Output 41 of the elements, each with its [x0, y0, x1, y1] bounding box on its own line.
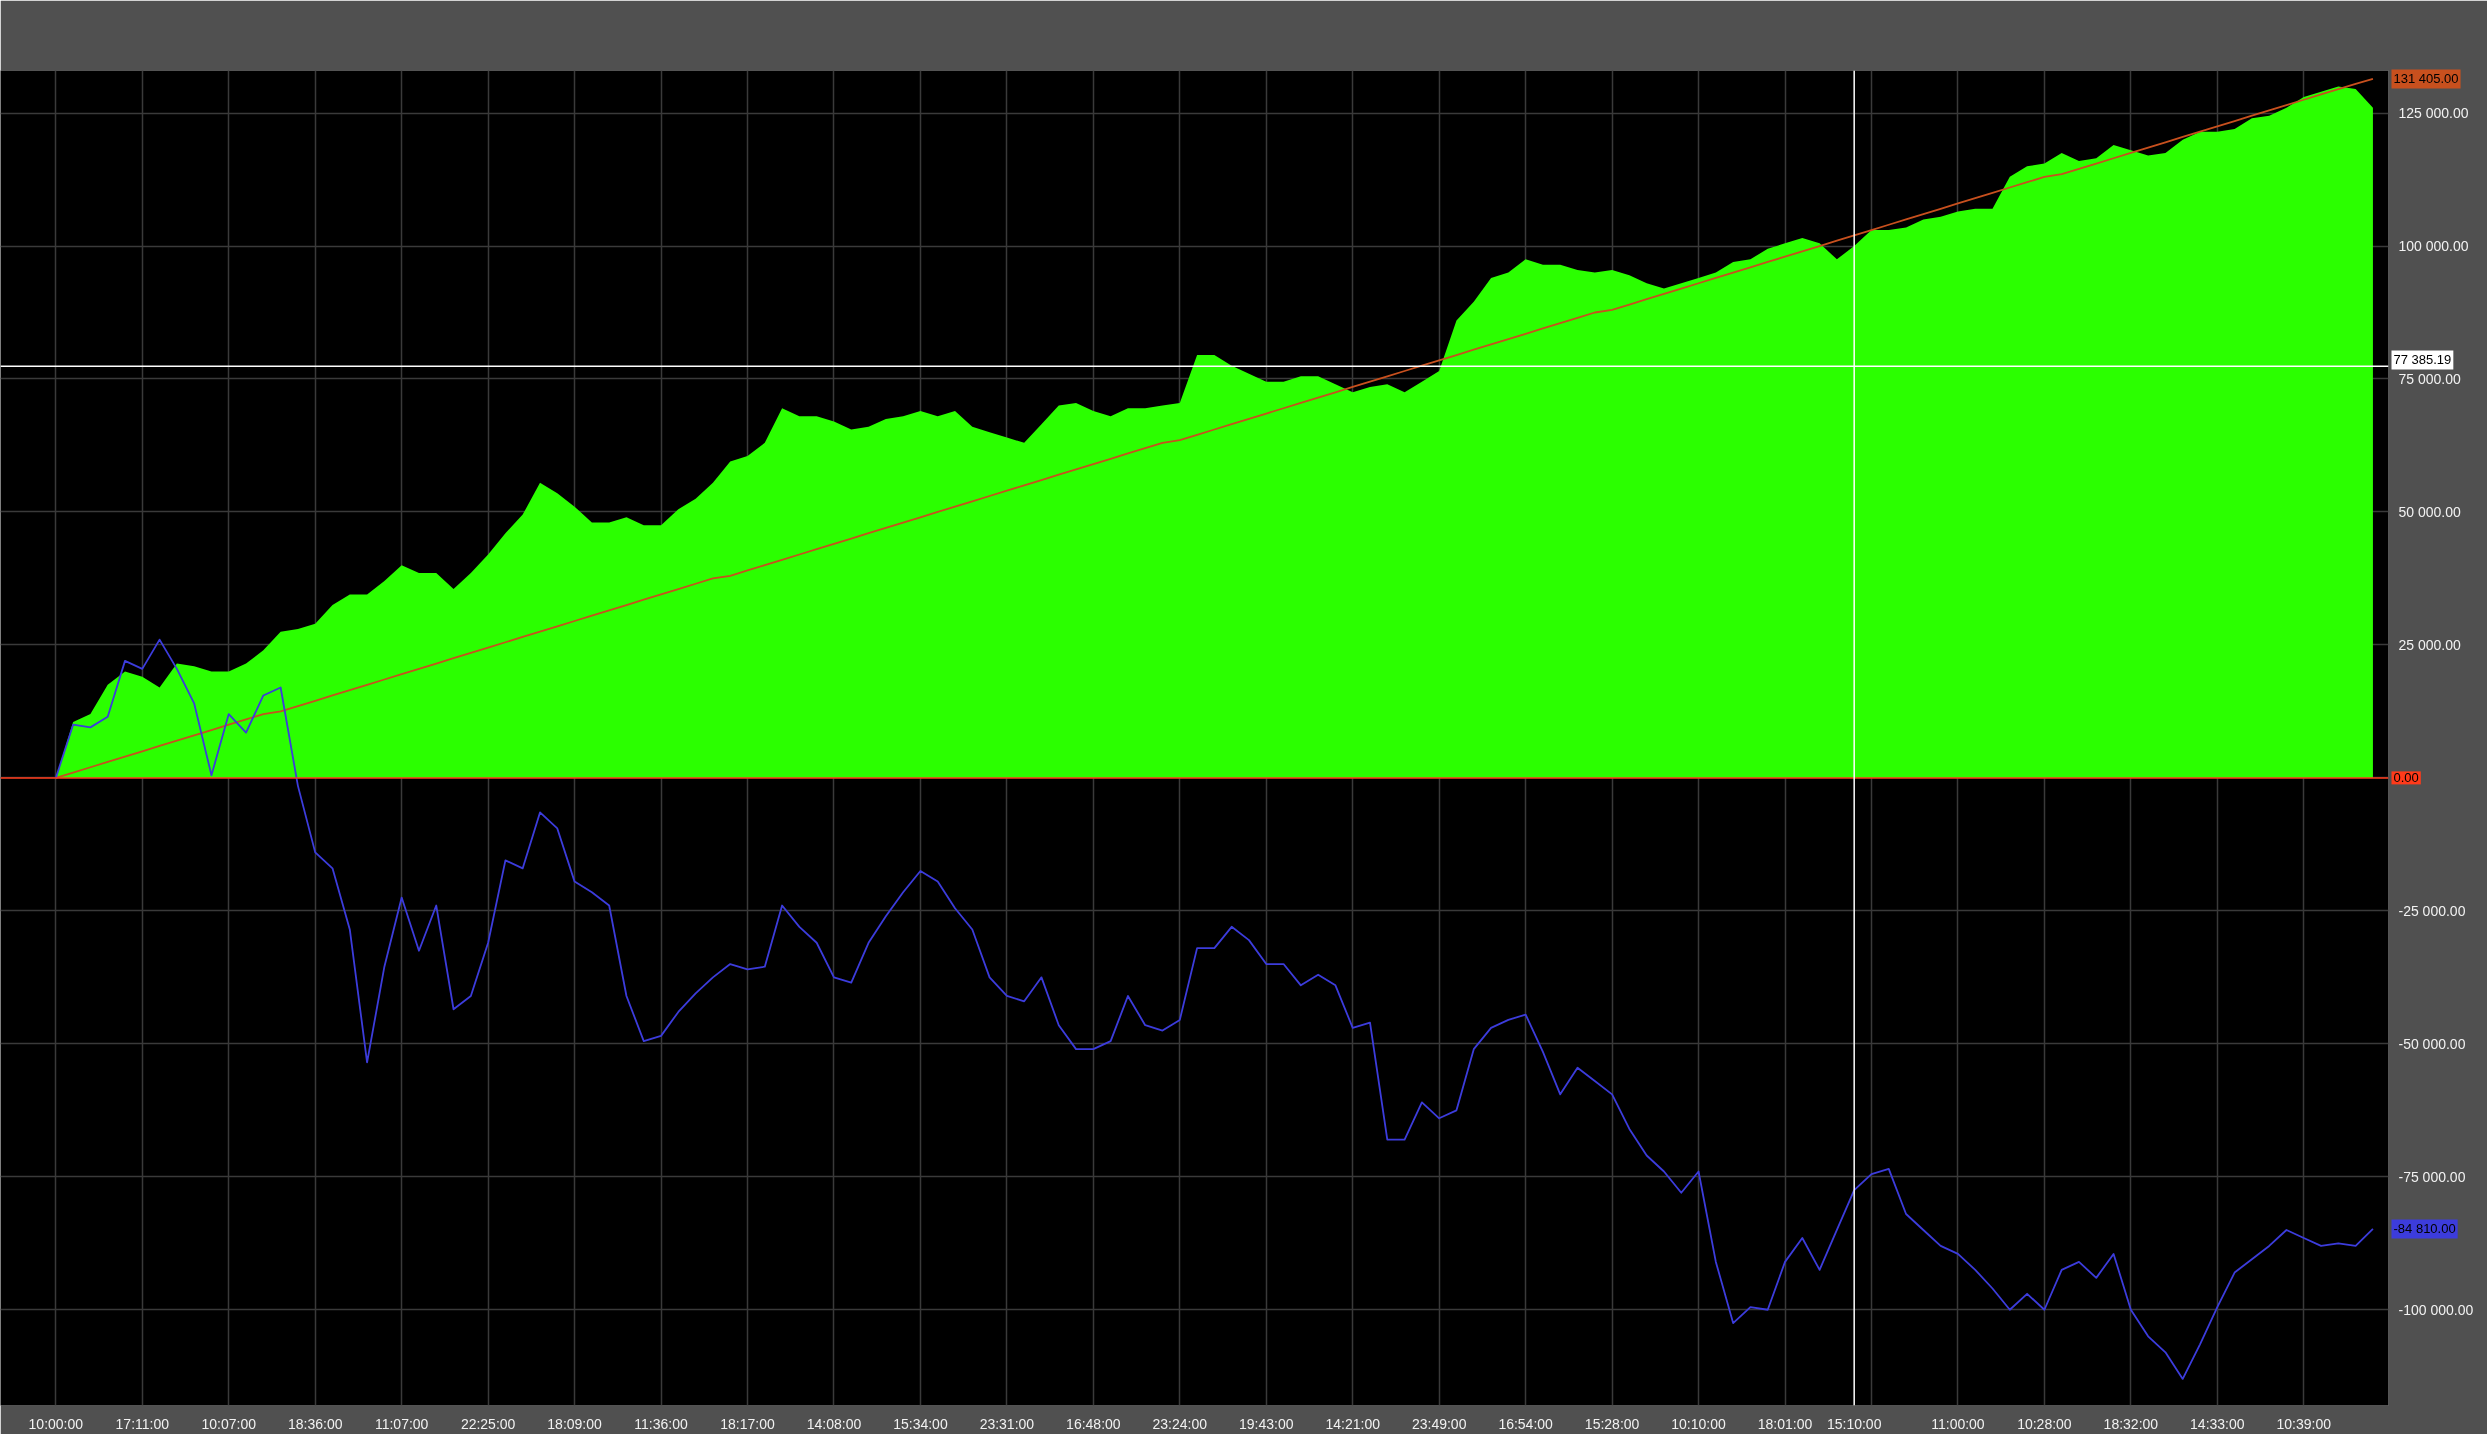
y-tick-label: 100 000.00 — [2398, 238, 2469, 255]
x-tick-label: 19:43:00 — [1239, 1415, 1294, 1432]
x-tick-label: 15:10:00 — [1826, 1415, 1882, 1432]
y-tick-label: 50 000.00 — [2398, 503, 2461, 520]
x-tick-label: 14:21:00 — [1325, 1415, 1381, 1432]
data-label: -84 810.00 — [2393, 1221, 2456, 1237]
y-tick-label: -75 000.00 — [2398, 1168, 2466, 1185]
x-tick-label: 23:24:00 — [1152, 1415, 1208, 1432]
x-tick-label: 18:01:00 — [1757, 1415, 1813, 1432]
x-tick-label: 11:00:00 — [1931, 1415, 1985, 1432]
x-tick-label: 14:33:00 — [2190, 1415, 2245, 1432]
ref-line-label: 77 385.19 — [2393, 352, 2452, 368]
y-tick-label: -50 000.00 — [2398, 1035, 2466, 1052]
x-tick-label: 11:07:00 — [374, 1415, 429, 1432]
line-series — [54, 638, 2374, 1380]
x-tick-label: 18:17:00 — [720, 1415, 775, 1432]
x-tick-label: 18:32:00 — [2103, 1415, 2159, 1432]
x-tick-label: 11:36:00 — [634, 1415, 688, 1432]
x-tick-label: 15:28:00 — [1584, 1415, 1640, 1432]
y-tick-label: 125 000.00 — [2398, 105, 2469, 122]
x-tick-label: 17:11:00 — [115, 1415, 170, 1432]
x-tick-label: 10:39:00 — [2276, 1415, 2332, 1432]
x-tick-label: 18:36:00 — [287, 1415, 343, 1432]
ref-line-label: 0.00 — [2393, 770, 2419, 786]
x-tick-label: 16:54:00 — [1498, 1415, 1554, 1432]
y-tick-label: -25 000.00 — [2398, 902, 2466, 919]
x-tick-label: 10:00:00 — [28, 1415, 84, 1432]
x-tick-label: 18:09:00 — [547, 1415, 603, 1432]
x-tick-label: 14:08:00 — [806, 1415, 862, 1432]
x-tick-label: 22:25:00 — [460, 1415, 516, 1432]
x-tick-label: 10:28:00 — [2017, 1415, 2072, 1432]
data-label: 131 405.00 — [2393, 71, 2459, 87]
y-tick-label: -100 000.00 — [2398, 1301, 2474, 1318]
y-tick-label: 75 000.00 — [2398, 370, 2461, 387]
y-tick-label: 25 000.00 — [2398, 636, 2461, 653]
x-tick-label: 15:34:00 — [893, 1415, 948, 1432]
x-tick-label: 10:07:00 — [201, 1415, 257, 1432]
x-tick-label: 10:10:00 — [1671, 1415, 1727, 1432]
x-tick-label: 23:31:00 — [979, 1415, 1035, 1432]
x-tick-label: 23:49:00 — [1411, 1415, 1467, 1432]
x-tick-label: 16:48:00 — [1066, 1415, 1121, 1432]
